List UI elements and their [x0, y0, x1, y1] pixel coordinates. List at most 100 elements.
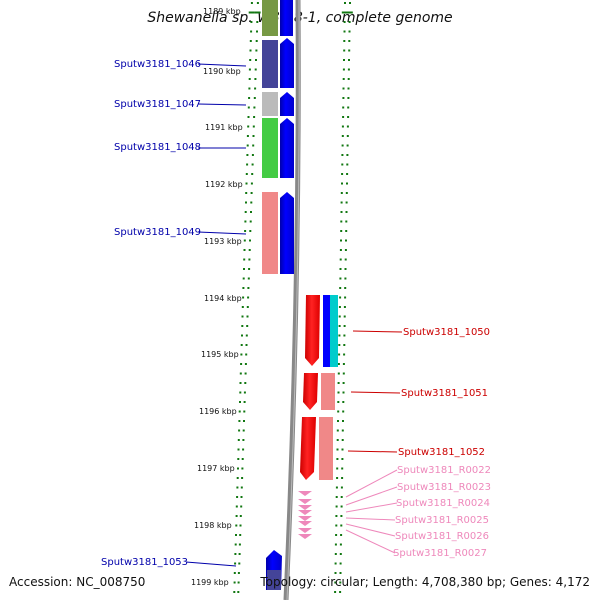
tick-dot: [247, 287, 250, 289]
rna-label[interactable]: Sputw3181_R0023: [397, 482, 491, 493]
rna-label[interactable]: Sputw3181_R0022: [397, 465, 491, 476]
tick-dot: [342, 87, 345, 90]
tick-dot: [242, 429, 245, 432]
tick-dot: [342, 106, 345, 109]
tick-dot: [348, 40, 351, 42]
cog-box: [262, 92, 278, 116]
tick-dot: [343, 353, 346, 356]
leader-line: [345, 529, 396, 554]
tick-dot: [340, 486, 343, 489]
tick-dot: [338, 353, 341, 356]
tick-dot: [252, 125, 255, 128]
tick-label: 1191 kbp: [205, 123, 243, 132]
forward-cds-track: [266, 0, 294, 590]
rna-glyph[interactable]: [298, 534, 312, 539]
tick-dot: [341, 163, 344, 166]
tick-dot: [339, 543, 342, 546]
tick-dot: [336, 467, 339, 470]
rna-glyph[interactable]: [298, 499, 312, 504]
tick-dot: [244, 363, 247, 365]
tick-dot: [337, 410, 340, 413]
rna-label[interactable]: Sputw3181_R0026: [395, 531, 489, 542]
tick-dot: [346, 173, 349, 175]
rna-glyph[interactable]: [298, 516, 312, 521]
gene-label[interactable]: Sputw3181_1047: [114, 99, 201, 110]
tick-dot: [346, 163, 349, 166]
tick-dot: [334, 543, 337, 546]
tick-label: 1193 kbp: [204, 237, 242, 246]
gene-label[interactable]: Sputw3181_1050: [403, 327, 490, 338]
tick-dot: [244, 230, 247, 232]
gene-arrow-1050[interactable]: [305, 295, 320, 366]
tick-dot: [243, 268, 245, 270]
gene-arrow-1045[interactable]: [280, 0, 293, 36]
gene-arrow-1051[interactable]: [303, 373, 318, 410]
gene-label[interactable]: Sputw3181_1049: [114, 227, 201, 238]
gene-arrow-1047[interactable]: [280, 92, 294, 116]
gene-label[interactable]: Sputw3181_1046: [114, 59, 201, 70]
tick-dot: [345, 201, 348, 204]
tick-dot: [255, 49, 258, 52]
tick-dot: [247, 116, 250, 118]
gene-arrow-1052[interactable]: [300, 417, 316, 480]
tick-dot: [337, 372, 340, 375]
tick-dot: [334, 562, 337, 565]
tick-label: 1195 kbp: [201, 350, 239, 359]
tick-dot: [343, 30, 346, 33]
tick-dot: [241, 325, 244, 327]
tick-dot: [235, 524, 238, 527]
tick-dot: [336, 448, 339, 451]
tick-dot: [335, 486, 338, 489]
tick-dot: [335, 524, 338, 527]
tick-dot: [233, 572, 236, 574]
tick-dot: [245, 201, 247, 204]
tick-dot: [239, 391, 242, 394]
tick-dot: [237, 581, 240, 584]
tick-dot: [250, 201, 253, 204]
rna-glyph[interactable]: [298, 491, 312, 496]
rna-label[interactable]: Sputw3181_R0025: [395, 515, 489, 526]
tick-dot: [347, 116, 350, 118]
gene-label[interactable]: Sputw3181_1048: [114, 142, 201, 153]
tick-dot: [233, 591, 236, 593]
tick-dot: [251, 154, 254, 156]
tick-dot: [341, 144, 344, 147]
tick-dot: [241, 306, 244, 308]
tick-dot: [252, 144, 255, 147]
tick-dot: [342, 116, 345, 118]
gene-label[interactable]: Sputw3181_1051: [401, 388, 488, 399]
gene-label[interactable]: Sputw3181_1052: [398, 447, 485, 458]
tick-dot: [246, 154, 249, 156]
cog-box: [262, 40, 278, 88]
tick-label: 1189 kbp: [203, 7, 241, 16]
tick-dot: [345, 220, 348, 223]
rna-label[interactable]: Sputw3181_R0027: [393, 548, 487, 559]
gene-arrow-1046[interactable]: [280, 38, 294, 88]
tick-dot: [241, 334, 243, 337]
tick-label: 1192 kbp: [205, 180, 243, 189]
rna-glyph[interactable]: [298, 528, 312, 533]
tick-dot: [249, 49, 252, 52]
leader-line: [347, 450, 398, 453]
tick-dot: [337, 420, 339, 422]
tick-dot: [338, 315, 341, 318]
leader-line: [185, 561, 237, 567]
tick-dot: [243, 239, 246, 242]
gene-arrow-1049[interactable]: [280, 192, 294, 274]
rna-glyph[interactable]: [298, 505, 312, 510]
gene-label[interactable]: Sputw3181_1053: [101, 557, 188, 568]
tick-dot: [343, 59, 345, 61]
rna-glyph[interactable]: [298, 510, 312, 515]
tick-dot: [339, 287, 342, 289]
tick-dot: [254, 68, 257, 71]
tick-dot: [253, 116, 256, 118]
tick-dot: [249, 59, 252, 61]
tick-dot: [336, 439, 339, 441]
rna-glyph[interactable]: [298, 521, 312, 526]
tick-dot: [237, 572, 240, 574]
rna-label[interactable]: Sputw3181_R0024: [396, 498, 490, 509]
tick-dot: [248, 258, 251, 261]
gene-arrow-1048[interactable]: [280, 118, 294, 178]
tick-dot: [239, 401, 241, 403]
